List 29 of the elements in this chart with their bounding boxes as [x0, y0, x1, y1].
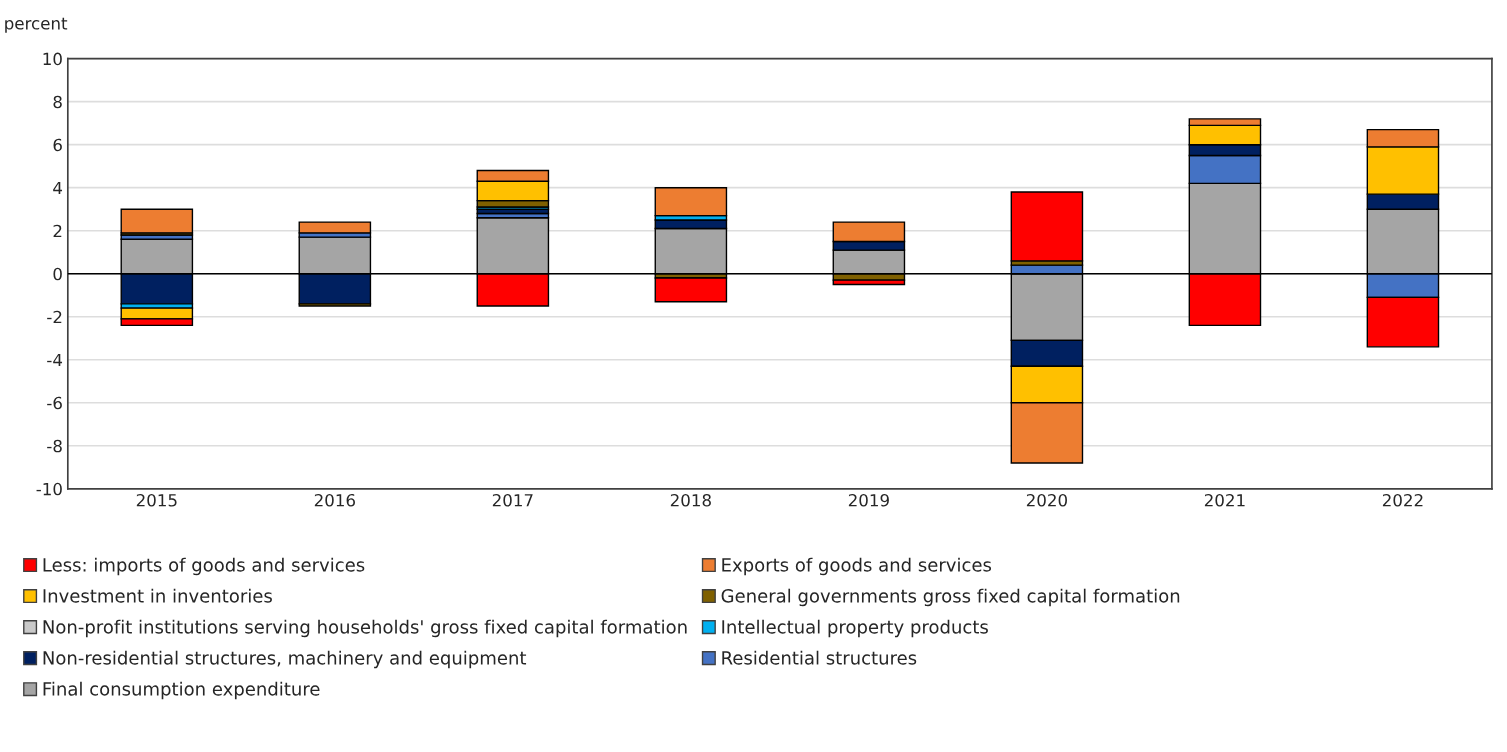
x-tick-label: 2021: [1204, 493, 1245, 507]
legend-label: General governments gross fixed capital formation: [721, 588, 1180, 607]
y-tick-label: -6: [47, 396, 62, 410]
legend-label: Less: imports of goods and services: [43, 557, 365, 576]
x-tick-label: 2018: [670, 493, 711, 507]
y-tick-label: 6: [53, 138, 62, 152]
x-tick-label: 2022: [1382, 493, 1423, 507]
y-axis-title: percent: [5, 17, 68, 33]
y-tick-label: 0: [53, 267, 62, 281]
legend-label: Final consumption expenditure: [43, 681, 320, 700]
y-tick-label: 10: [43, 52, 62, 66]
legend-label: Investment in inventories: [43, 588, 272, 603]
x-tick-label: 2015: [136, 493, 177, 507]
y-tick-label: 8: [53, 95, 62, 109]
y-tick-label: -4: [47, 353, 63, 367]
x-tick-label: 2019: [848, 493, 889, 507]
y-tick-label: -10: [36, 482, 62, 496]
y-tick-label: 4: [53, 181, 63, 195]
y-tick-label: 2: [53, 224, 62, 238]
x-tick-label: 2020: [1026, 493, 1067, 507]
legend-label: Non-profit institutions serving households' gross fixed capital formation: [43, 619, 687, 638]
y-tick-label: -2: [47, 310, 62, 324]
legend-label: Residential structures: [722, 650, 917, 665]
y-tick-label: -8: [47, 439, 62, 453]
x-tick-label: 2017: [492, 493, 533, 507]
x-tick-label: 2016: [314, 493, 355, 507]
legend-label: Intellectual property products: [722, 619, 988, 638]
legend-label: Non-residential structures, machinery and equipment: [43, 650, 527, 669]
legend-label: Exports of goods and services: [722, 557, 992, 576]
